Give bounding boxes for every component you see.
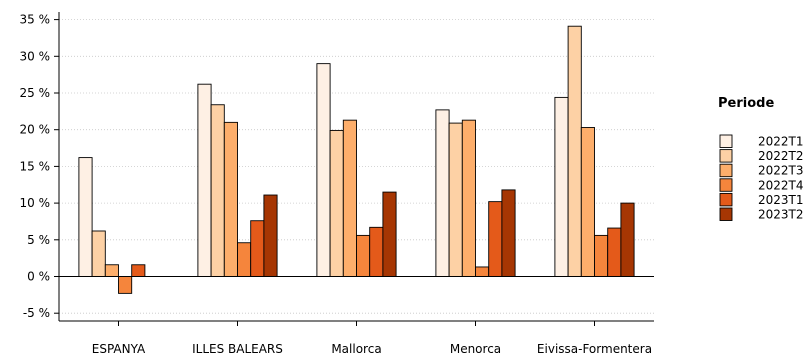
legend-label: 2022T4 [758,178,804,192]
legend-label: 2023T2 [758,208,804,222]
x-tick-label: Mallorca [331,342,381,356]
x-tick-label: ESPANYA [92,342,146,356]
legend-title: Periode [718,96,774,111]
bar [342,119,357,277]
bar [316,63,331,277]
bar [580,127,595,277]
legend: Periode 2022T12022T22022T32022T42023T120… [718,96,804,222]
bar [554,96,569,277]
x-tick-label: Menorca [450,342,501,356]
bar [197,83,212,277]
legend-swatch [719,192,733,207]
y-tick-label: 10 % [20,196,51,210]
y-tick-label: 30 % [20,49,51,63]
y-tick-label: 0 % [27,270,50,284]
bar [104,264,119,277]
bar [210,104,225,277]
legend-swatch [719,134,733,148]
bar [435,109,450,277]
bar [118,276,133,294]
y-tick-label: 5 % [27,233,50,247]
legend-label: 2022T3 [758,164,804,178]
bar [567,25,582,277]
y-tick-label: -5 % [23,306,50,320]
legend-swatch [719,178,733,192]
bar [501,189,516,277]
legend-swatch [719,149,733,163]
bar [382,191,397,277]
bar [91,230,106,277]
bar [620,202,635,277]
bar [131,264,146,277]
bar [594,234,609,277]
legend-label: 2022T1 [758,135,804,149]
bar [78,157,93,277]
x-tick-label: ILLES BALEARS [192,342,283,356]
bar [237,242,252,277]
bar [250,220,265,277]
bar [461,119,476,277]
axes: -5 % 0 % 5 % 10 % 15 % 20 % 25 % 30 % 35 % ESPANY… [20,12,654,356]
bars-layer [78,25,635,294]
bar [356,234,371,277]
bar [223,121,238,277]
y-tick-label: 20 % [20,123,51,137]
bar [475,266,490,277]
x-tick-label: Eivissa-Formentera [537,342,652,356]
bar [369,226,384,277]
bar [488,201,503,277]
legend-label: 2023T1 [758,193,804,207]
legend-swatch [719,207,733,221]
bar [448,122,463,277]
bar [263,194,278,277]
y-tick-label: 15 % [20,159,51,173]
legend-swatch [719,163,733,178]
y-tick-label: 25 % [20,86,51,100]
legend-label: 2022T2 [758,149,804,163]
bar [329,129,344,277]
bar [607,227,622,277]
y-tick-label: 35 % [20,13,51,27]
